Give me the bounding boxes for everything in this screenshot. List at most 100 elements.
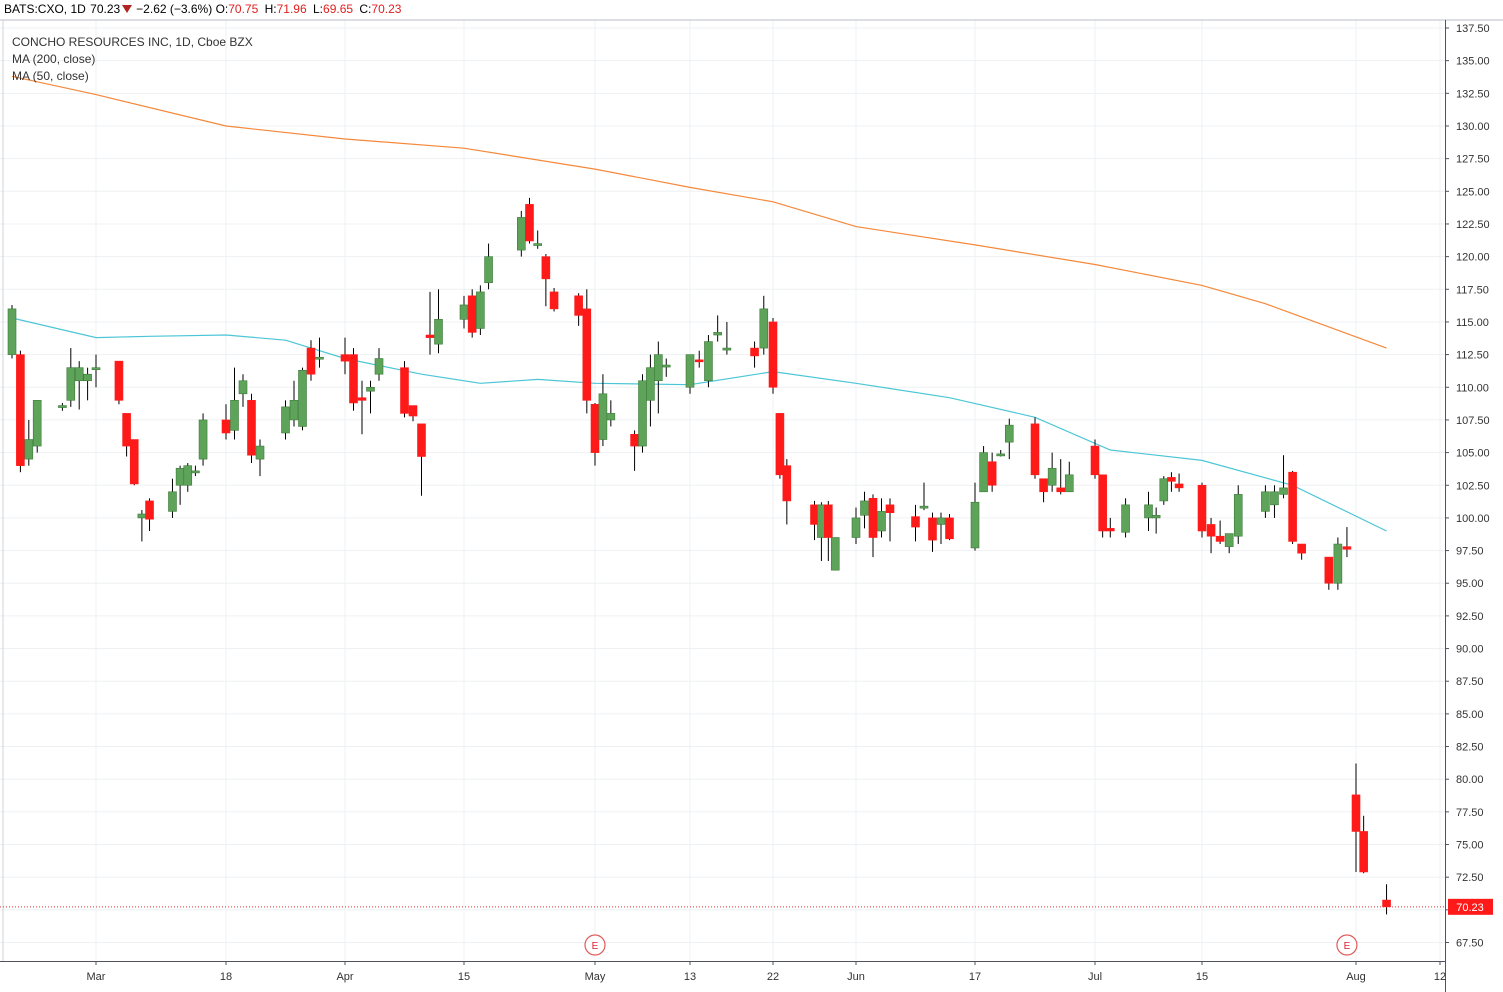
candle-body xyxy=(1030,423,1040,476)
candle-body xyxy=(646,367,655,401)
y-tick-label: 97.50 xyxy=(1456,546,1484,558)
y-tick-label: 117.50 xyxy=(1456,284,1489,296)
y-tick-label: 75.00 xyxy=(1456,840,1484,852)
open-value: 70.75 xyxy=(228,2,259,16)
candle-body xyxy=(1351,794,1361,832)
y-tick-label: 87.50 xyxy=(1456,676,1484,688)
candle-body xyxy=(987,461,997,486)
candle xyxy=(533,230,542,249)
candle xyxy=(340,337,350,375)
candle-body xyxy=(408,405,418,417)
close-value: 70.23 xyxy=(371,2,402,16)
candle-body xyxy=(824,504,833,538)
candle xyxy=(1174,473,1184,492)
candle xyxy=(434,289,443,354)
high-label: H: xyxy=(264,2,277,16)
candle xyxy=(66,348,76,407)
candle xyxy=(606,400,616,427)
candle xyxy=(860,491,869,529)
symbol-label[interactable]: BATS:CXO, 1D xyxy=(4,2,86,16)
candle xyxy=(919,482,929,511)
candle-body xyxy=(255,445,265,460)
candle xyxy=(630,430,639,471)
candle-body xyxy=(24,439,34,460)
candle xyxy=(425,291,435,355)
candle-body xyxy=(638,380,647,447)
candle xyxy=(1004,418,1014,460)
candle xyxy=(1197,482,1207,538)
candle xyxy=(598,374,608,447)
candle-body xyxy=(281,406,290,434)
candle xyxy=(517,210,526,257)
candle-body xyxy=(598,393,608,440)
candle-body xyxy=(7,308,17,355)
candle xyxy=(168,478,177,518)
y-tick-label: 95.00 xyxy=(1456,578,1484,590)
candle-body xyxy=(1288,471,1297,542)
candle-body xyxy=(830,537,840,571)
candle xyxy=(1351,763,1361,872)
candle-body xyxy=(315,356,324,360)
y-tick-label: 112.50 xyxy=(1456,350,1489,362)
candle-body xyxy=(221,419,231,434)
candle-body xyxy=(1197,484,1207,532)
ma50-line xyxy=(11,317,1387,532)
last-price: 70.23 xyxy=(90,2,121,16)
candle-body xyxy=(713,332,722,336)
candle-body xyxy=(129,439,139,485)
y-tick-label: 102.50 xyxy=(1456,480,1490,492)
candle xyxy=(1064,461,1074,493)
candle xyxy=(1359,815,1368,874)
candle xyxy=(16,350,25,473)
candle xyxy=(230,367,239,440)
candle xyxy=(1039,478,1048,503)
chart-legend: CONCHO RESOURCES INC, 1D, Cboe BZX MA (2… xyxy=(12,34,253,85)
candle xyxy=(417,423,426,496)
candle-body xyxy=(582,308,592,401)
candle-body xyxy=(722,347,732,351)
candle xyxy=(541,254,551,307)
legend-title[interactable]: CONCHO RESOURCES INC, 1D, Cboe BZX xyxy=(12,35,253,49)
candle xyxy=(306,340,316,381)
candle xyxy=(1342,527,1352,558)
candle xyxy=(945,513,954,541)
candle xyxy=(936,512,946,545)
candle-body xyxy=(137,513,147,519)
legend-ma200[interactable]: MA (200, close) xyxy=(12,52,96,66)
x-tick-label: Jun xyxy=(847,971,865,983)
candles xyxy=(7,197,1391,915)
candle-body xyxy=(1159,478,1169,502)
y-tick-label: 122.50 xyxy=(1456,219,1490,231)
overlays: 70.23 E E xyxy=(0,898,1493,956)
candle-body xyxy=(16,354,25,466)
candle xyxy=(1297,543,1306,560)
candle xyxy=(1206,517,1216,554)
candle xyxy=(408,405,418,422)
candle-body xyxy=(1039,478,1048,493)
candle-body xyxy=(1098,474,1107,532)
candle xyxy=(885,498,895,542)
candle xyxy=(191,465,200,477)
x-tick-label: 15 xyxy=(458,971,470,983)
candle-body xyxy=(885,504,895,513)
candle-body xyxy=(183,465,193,486)
candle-body xyxy=(750,347,759,357)
candle xyxy=(1215,520,1225,545)
x-tick-label: Mar xyxy=(87,971,106,983)
candle xyxy=(198,413,208,466)
candle xyxy=(357,380,367,435)
candle-body xyxy=(868,498,878,538)
down-triangle-icon xyxy=(122,5,133,13)
candle-body xyxy=(114,360,124,401)
candle xyxy=(91,354,101,388)
candle-body xyxy=(238,380,248,395)
earnings-event-icon xyxy=(1336,934,1358,956)
candle xyxy=(525,197,534,244)
candle xyxy=(582,289,592,414)
candle-body xyxy=(230,400,239,431)
candle xyxy=(996,449,1006,457)
candle-body xyxy=(1279,487,1288,495)
legend-ma50[interactable]: MA (50, close) xyxy=(12,69,89,83)
candle xyxy=(775,413,785,479)
